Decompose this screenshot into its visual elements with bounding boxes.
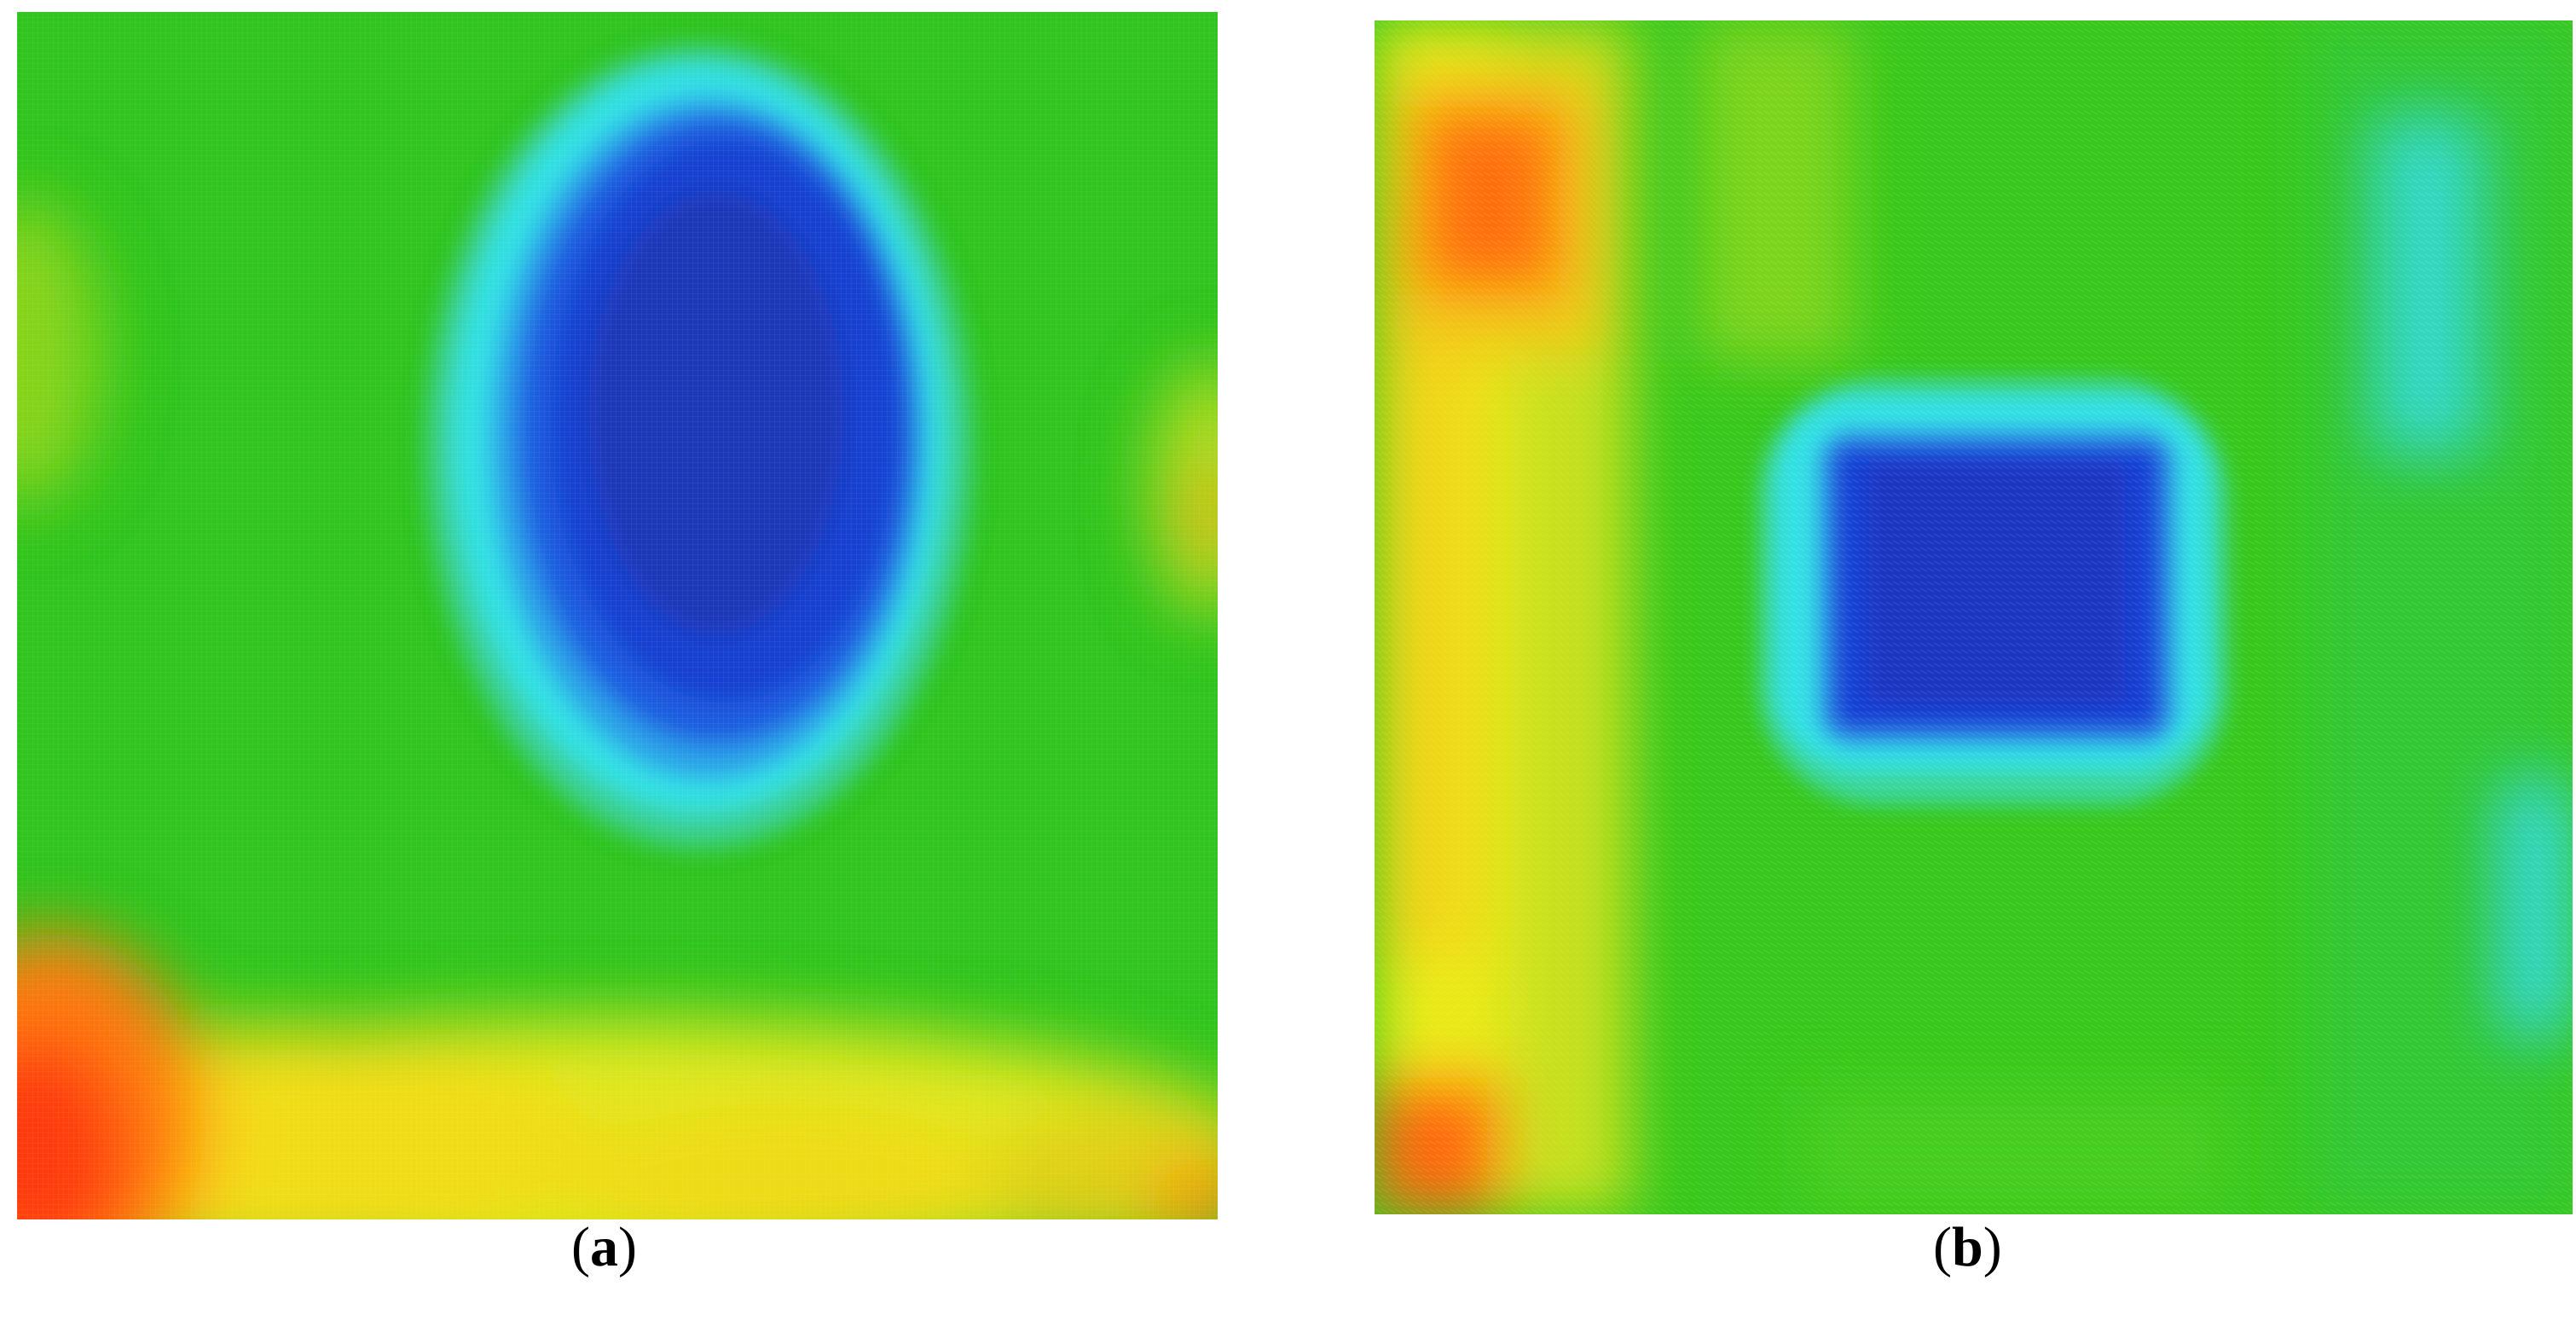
thermal-map-a [17,12,1218,1219]
thermal-map-b [1375,20,2573,1214]
caption-a-open: ( [571,1216,590,1278]
caption-b-open: ( [1933,1216,1952,1278]
thermal-image-b [1375,20,2573,1214]
caption-b-letter: b [1951,1216,1983,1278]
caption-a: (a) [571,1219,637,1276]
thermal-image-a [17,12,1218,1219]
caption-b: (b) [1933,1219,2002,1276]
caption-a-close: ) [617,1216,637,1278]
caption-a-letter: a [589,1216,618,1278]
caption-b-close: ) [1983,1216,2002,1278]
